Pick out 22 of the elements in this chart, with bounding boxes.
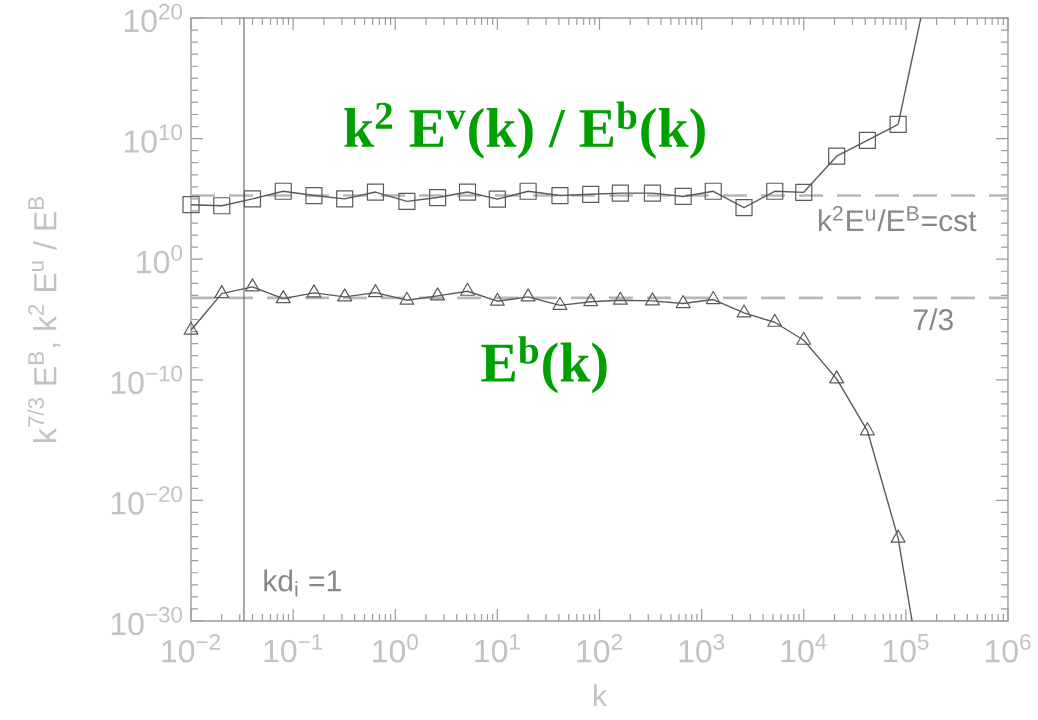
y-tick-label: 10$^{−10}$ [111, 365, 183, 395]
x-tick-label: 10$^{5}$ [883, 634, 929, 663]
annotation: kd$_{i}$ =1 [264, 569, 341, 597]
annotation: 7/3 [914, 308, 953, 331]
x-tick-label: 10$^{0}$ [373, 634, 418, 663]
x-tick-label: 10$^{−2}$ [162, 634, 220, 663]
text: k$^{7/3}$ E$^{B}$, k$^{2}$ E$^{u}$ / E$^{B}$ [27, 197, 61, 442]
y-tick-label: 10$^{0}$ [137, 244, 183, 274]
y-tick-label: 10$^{−20}$ [111, 486, 183, 515]
x-tick-label: 10$^{2}$ [577, 634, 622, 663]
y-tick-label: 10$^{−30}$ [111, 606, 183, 636]
x-tick-label: 10$^{6}$ [985, 634, 1031, 663]
ref-line-label: k$^{2}$E$^{u}$/E$^{B}$=cst [818, 205, 977, 232]
x-axis-title: k [594, 684, 608, 707]
x-tick-label: 10$^{4}$ [781, 634, 827, 663]
y-tick-label: 10$^{10}$ [124, 124, 183, 153]
x-tick-label: 10$^{−1}$ [264, 634, 323, 663]
series-label: k$^{2}$ E$^{v}$(k) / E$^{b}$(k) [344, 101, 705, 159]
series-label: E$^{b}$(k) [481, 336, 607, 394]
x-tick-label: 10$^{1}$ [475, 634, 520, 663]
y-tick-label: 10$^{20}$ [124, 3, 183, 33]
x-tick-label: 10$^{3}$ [679, 634, 725, 663]
